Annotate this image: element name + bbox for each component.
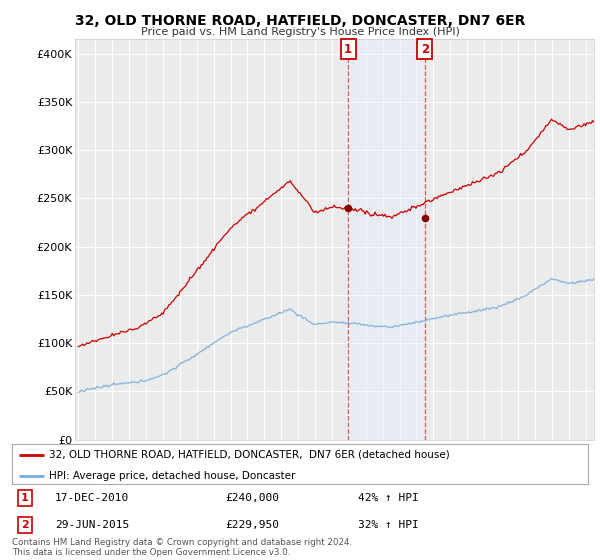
Text: £240,000: £240,000 [225,493,279,503]
Text: £229,950: £229,950 [225,520,279,530]
Text: 32, OLD THORNE ROAD, HATFIELD, DONCASTER,  DN7 6ER (detached house): 32, OLD THORNE ROAD, HATFIELD, DONCASTER… [49,450,450,460]
Text: 17-DEC-2010: 17-DEC-2010 [55,493,130,503]
Text: 32% ↑ HPI: 32% ↑ HPI [358,520,418,530]
Text: 2: 2 [421,43,429,55]
Text: HPI: Average price, detached house, Doncaster: HPI: Average price, detached house, Donc… [49,470,296,480]
Text: Price paid vs. HM Land Registry's House Price Index (HPI): Price paid vs. HM Land Registry's House … [140,27,460,37]
Text: 42% ↑ HPI: 42% ↑ HPI [358,493,418,503]
Text: 1: 1 [21,493,29,503]
Bar [348,39,425,440]
Text: 29-JUN-2015: 29-JUN-2015 [55,520,130,530]
Text: 2: 2 [21,520,29,530]
Text: 32, OLD THORNE ROAD, HATFIELD, DONCASTER, DN7 6ER: 32, OLD THORNE ROAD, HATFIELD, DONCASTER… [75,14,525,28]
Text: 1: 1 [344,43,352,55]
Text: Contains HM Land Registry data © Crown copyright and database right 2024.
This d: Contains HM Land Registry data © Crown c… [12,538,352,557]
